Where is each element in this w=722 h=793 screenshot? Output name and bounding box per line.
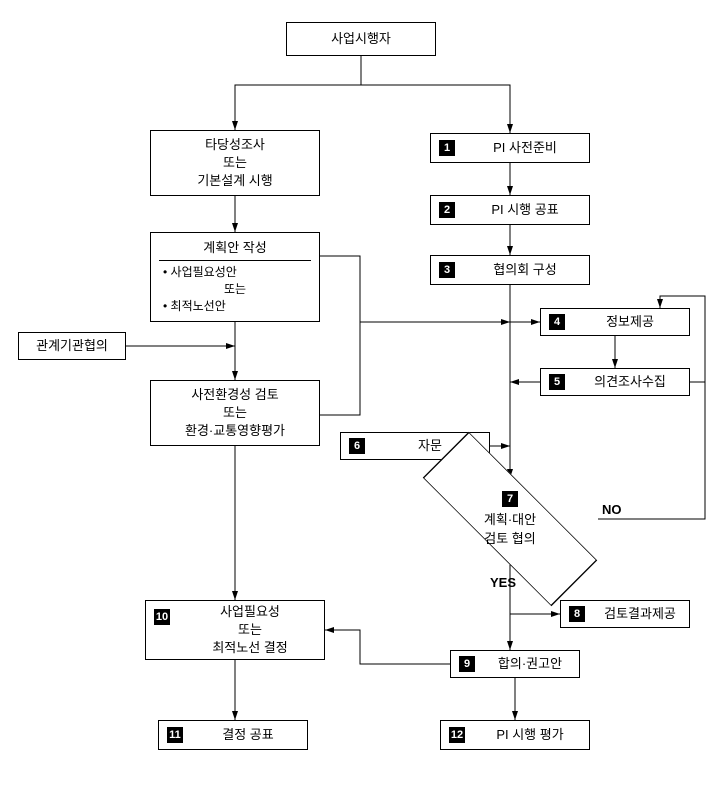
num-1: 1 <box>439 140 455 156</box>
node-r12: 12 PI 시행 평가 <box>440 720 590 750</box>
num-10: 10 <box>154 609 170 625</box>
left3-l2: 또는 <box>223 404 247 422</box>
node-r3: 3 협의회 구성 <box>430 255 590 285</box>
left3-l3: 환경·교통영향평가 <box>185 422 285 440</box>
node-left1: 타당성조사 또는 기본설계 시행 <box>150 130 320 196</box>
node-r5: 5 의견조사수집 <box>540 368 690 396</box>
left2-b1: • 사업필요성안 <box>159 264 311 281</box>
node-r9: 9 합의·권고안 <box>450 650 580 678</box>
node-r2: 2 PI 시행 공표 <box>430 195 590 225</box>
num-11: 11 <box>167 727 183 743</box>
label-no: NO <box>602 502 622 517</box>
diamond-l2: 검토 협의 <box>484 528 535 547</box>
r10-body: 사업필요성 또는 최적노선 결정 <box>180 603 320 658</box>
node-left2: 계획안 작성 • 사업필요성안 또는 • 최적노선안 <box>150 232 320 322</box>
node-r4: 4 정보제공 <box>540 308 690 336</box>
node-left3: 사전환경성 검토 또는 환경·교통영향평가 <box>150 380 320 446</box>
num-7: 7 <box>502 491 518 507</box>
num-4: 4 <box>549 314 565 330</box>
node-r8: 8 검토결과제공 <box>560 600 690 628</box>
left1-l2: 또는 <box>223 154 247 172</box>
r10-l2: 또는 <box>180 621 320 639</box>
node-r10: 10 사업필요성 또는 최적노선 결정 <box>145 600 325 660</box>
flowchart-edges <box>0 0 722 793</box>
label-yes: YES <box>490 575 516 590</box>
r9-label: 합의·권고안 <box>485 655 575 673</box>
r2-label: PI 시행 공표 <box>465 201 585 219</box>
num-6: 6 <box>349 438 365 454</box>
num-9: 9 <box>459 656 475 672</box>
r10-l1: 사업필요성 <box>180 603 320 621</box>
r4-label: 정보제공 <box>575 313 685 331</box>
left1-l1: 타당성조사 <box>205 136 265 154</box>
node-diamond: 7 계획·대안 검토 협의 <box>445 474 575 564</box>
r12-label: PI 시행 평가 <box>475 726 585 744</box>
num-5: 5 <box>549 374 565 390</box>
diamond-content: 7 계획·대안 검토 협의 <box>445 474 575 564</box>
r8-label: 검토결과제공 <box>595 605 685 623</box>
agency-label: 관계기관협의 <box>36 337 108 355</box>
r10-l3: 최적노선 결정 <box>180 639 320 657</box>
num-8: 8 <box>569 606 585 622</box>
r11-label: 결정 공표 <box>193 726 303 744</box>
num-3: 3 <box>439 262 455 278</box>
node-r1: 1 PI 사전준비 <box>430 133 590 163</box>
node-start: 사업시행자 <box>286 22 436 56</box>
left1-l3: 기본설계 시행 <box>197 172 272 190</box>
num-12: 12 <box>449 727 465 743</box>
r3-label: 협의회 구성 <box>465 261 585 279</box>
num-2: 2 <box>439 202 455 218</box>
node-agency: 관계기관협의 <box>18 332 126 360</box>
start-label: 사업시행자 <box>331 30 391 48</box>
left3-l1: 사전환경성 검토 <box>191 386 278 404</box>
r5-label: 의견조사수집 <box>575 373 685 391</box>
diamond-l1: 계획·대안 <box>484 509 536 528</box>
left2-title: 계획안 작성 <box>159 239 311 261</box>
node-r11: 11 결정 공표 <box>158 720 308 750</box>
left2-mid: 또는 <box>159 281 311 298</box>
left2-b2: • 최적노선안 <box>159 298 311 315</box>
r1-label: PI 사전준비 <box>465 139 585 157</box>
